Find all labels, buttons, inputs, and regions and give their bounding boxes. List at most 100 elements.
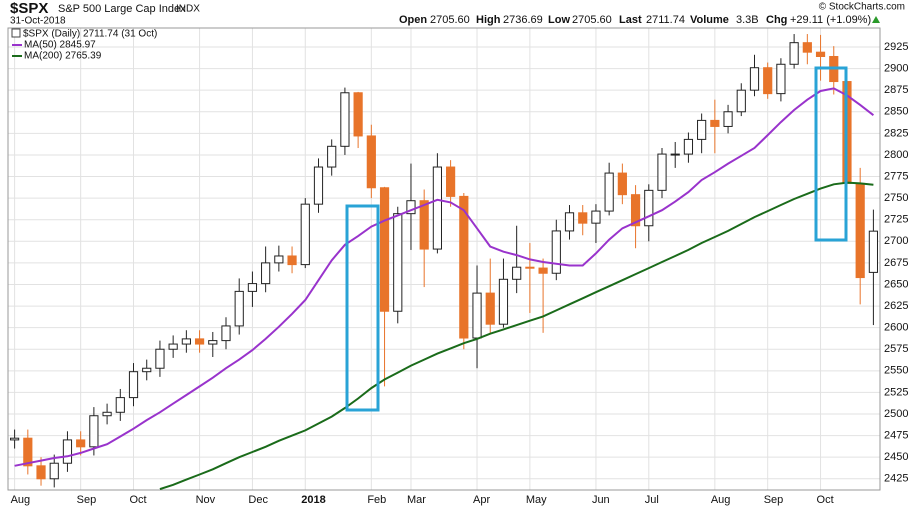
candle-body: [36, 465, 46, 480]
candle-body: [472, 292, 482, 339]
highlight-box: [814, 66, 848, 242]
candle-body: [247, 283, 258, 292]
candle-body: [419, 200, 429, 250]
candle-body: [723, 111, 733, 127]
candle-body: [115, 397, 125, 413]
x-tick-label: May: [526, 494, 547, 506]
candle-body: [208, 340, 218, 345]
x-tick-label: 2018: [301, 494, 325, 506]
candle-body: [446, 166, 456, 197]
candle-body: [749, 67, 760, 91]
plot-frame: [7, 27, 881, 491]
labels: 2425 2450 2475 2500 2525 2550 2575 2600 2625 2650…: [11, 41, 909, 506]
y-tick-label: 2925: [884, 41, 908, 53]
candle-body: [868, 230, 878, 273]
open: 2705.60: [430, 14, 470, 26]
high: 2736.69: [503, 14, 543, 26]
candle-body: [710, 119, 720, 127]
x-tick-label: Aug: [11, 494, 31, 506]
candle-body: [89, 415, 99, 448]
y-tick-label: 2800: [884, 149, 908, 161]
candle-body: [855, 182, 865, 279]
candle-body: [366, 135, 376, 189]
x-tick-label: Aug: [711, 494, 731, 506]
candle-body: [261, 262, 271, 285]
up-arrow: [872, 16, 880, 23]
y-tick-label: 2875: [884, 84, 908, 96]
index-name: S&P 500 Large Cap Index: [58, 3, 186, 15]
highlight-box: [345, 204, 380, 412]
y-tick-label: 2700: [884, 235, 908, 247]
candle-body: [327, 145, 337, 168]
y-tick-label: 2475: [884, 430, 908, 442]
candle-body: [815, 51, 826, 57]
candle-body: [789, 42, 799, 65]
candle-body: [604, 172, 614, 212]
high-label: High: [476, 14, 501, 26]
ma-line: [14, 87, 875, 467]
candle-body: [102, 411, 112, 417]
candle-body: [657, 153, 667, 191]
candle-body: [683, 138, 694, 155]
candle-body: [776, 63, 786, 95]
x-tick-label: Nov: [196, 494, 216, 506]
credit: © StockCharts.com: [819, 2, 905, 13]
candle-body: [155, 348, 165, 369]
candle-body: [194, 338, 205, 345]
candle-body: [591, 210, 601, 224]
candle-body: [76, 439, 86, 448]
candle-body: [697, 119, 707, 140]
y-tick-label: 2600: [884, 322, 908, 334]
symbol: $SPX: [10, 0, 48, 17]
volume: 3.3B: [736, 14, 759, 26]
x-tick-label: Sep: [764, 494, 784, 506]
candle-body: [274, 255, 284, 264]
low-label: Low: [548, 14, 570, 26]
x-tick-label: Jun: [592, 494, 610, 506]
candle-body: [525, 266, 535, 269]
candle-body: [644, 189, 654, 227]
candle-body: [393, 213, 403, 312]
legend-icon: [11, 28, 21, 38]
y-tick-label: 2550: [884, 365, 908, 377]
candle-body: [617, 172, 627, 196]
x-tick-label: Apr: [473, 494, 490, 506]
y-tick-label: 2525: [884, 386, 908, 398]
candle-body: [353, 92, 363, 137]
candle-body: [763, 67, 773, 95]
candle-body: [23, 437, 33, 467]
candle-body: [287, 255, 297, 266]
y-tick-label: 2450: [884, 451, 908, 463]
y-tick-label: 2500: [884, 408, 908, 420]
candle-body: [221, 325, 231, 342]
candle-body: [62, 439, 73, 464]
candle-body: [736, 89, 746, 113]
marks: [10, 34, 878, 490]
candle-body: [406, 200, 416, 215]
candle-body: [459, 195, 469, 339]
x-tick-label: Oct: [130, 494, 147, 506]
last-label: Last: [619, 14, 642, 26]
y-tick-label: 2775: [884, 170, 908, 182]
x-tick-label: Dec: [248, 494, 268, 506]
y-tick-label: 2900: [884, 62, 908, 74]
x-tick-label: Jul: [645, 494, 659, 506]
candle-body: [670, 153, 680, 156]
candle-body: [512, 266, 522, 280]
y-tick-label: 2650: [884, 278, 908, 290]
y-tick-label: 2825: [884, 127, 908, 139]
grid: [8, 28, 880, 490]
legend-price: $SPX (Daily) 2711.74 (31 Oct): [23, 29, 157, 40]
x-tick-label: Sep: [77, 494, 97, 506]
candle-body: [630, 194, 641, 227]
candle-body: [142, 367, 152, 373]
y-tick-label: 2725: [884, 214, 908, 226]
y-tick-label: 2425: [884, 473, 908, 485]
candle-body: [10, 437, 20, 441]
candle-body: [485, 292, 495, 325]
candle-body: [313, 166, 324, 205]
exchange: INDX: [176, 4, 200, 15]
candle-body: [578, 212, 588, 224]
candle-body: [564, 212, 575, 232]
